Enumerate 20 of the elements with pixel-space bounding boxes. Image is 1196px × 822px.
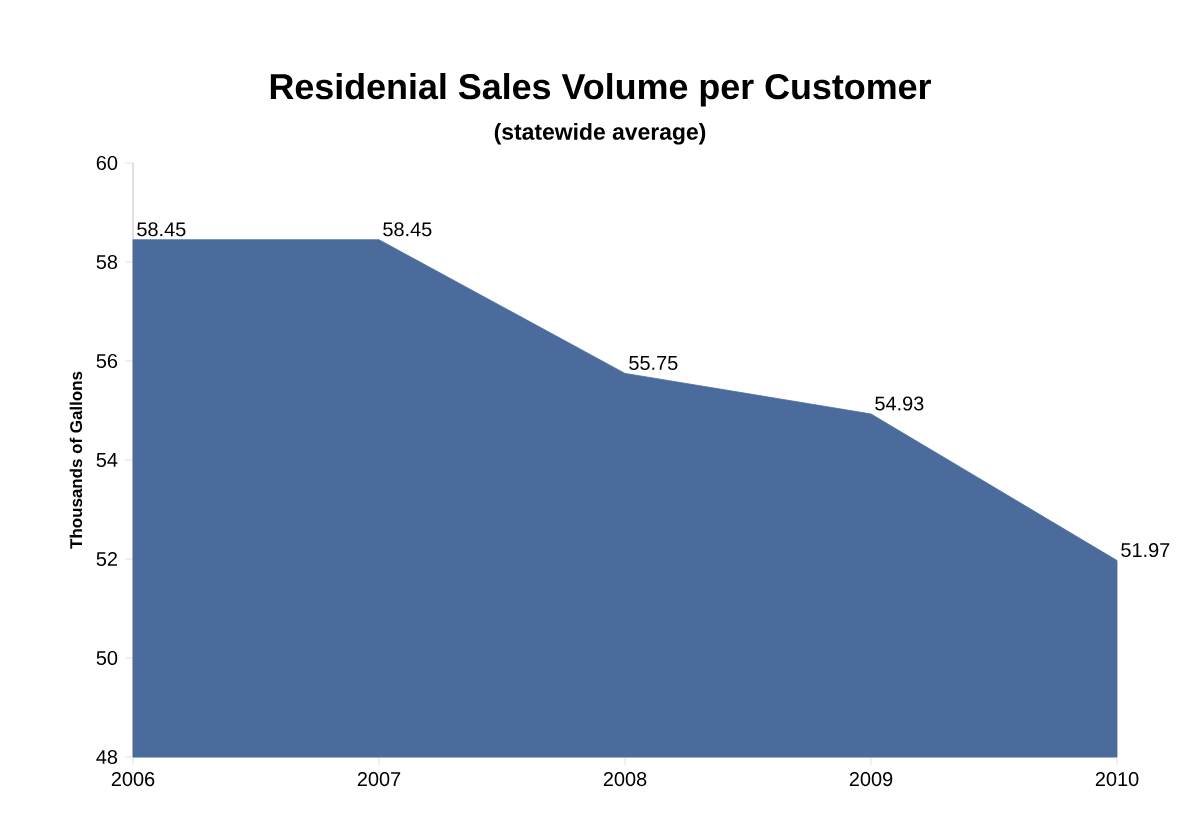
data-label: 54.93 <box>875 396 924 411</box>
x-tick-label: 2009 <box>849 772 893 787</box>
y-tick-label: 54 <box>96 453 118 467</box>
x-tick-label: 2010 <box>1095 772 1139 787</box>
y-tick-label: 58 <box>96 254 118 270</box>
data-label: 55.75 <box>629 356 678 370</box>
y-tick-label: 56 <box>96 353 118 369</box>
y-tick-label: 52 <box>96 551 117 567</box>
chart-subtitle: (statewide average) <box>494 123 706 145</box>
data-label: 51.97 <box>1121 542 1170 558</box>
chart-title: Residenial Sales Volume per Customer <box>270 73 931 107</box>
y-tick-label: 60 <box>96 155 118 171</box>
x-tick-label: 2007 <box>357 772 401 787</box>
y-tick-label: 48 <box>96 749 118 765</box>
data-label: 58.45 <box>383 222 432 237</box>
data-label: 58.45 <box>137 222 186 237</box>
x-tick-label: 2008 <box>603 772 647 787</box>
y-axis-title: Thousands of Gallons <box>69 371 83 549</box>
x-tick-label: 2006 <box>111 772 155 787</box>
y-tick-label: 50 <box>96 650 118 666</box>
